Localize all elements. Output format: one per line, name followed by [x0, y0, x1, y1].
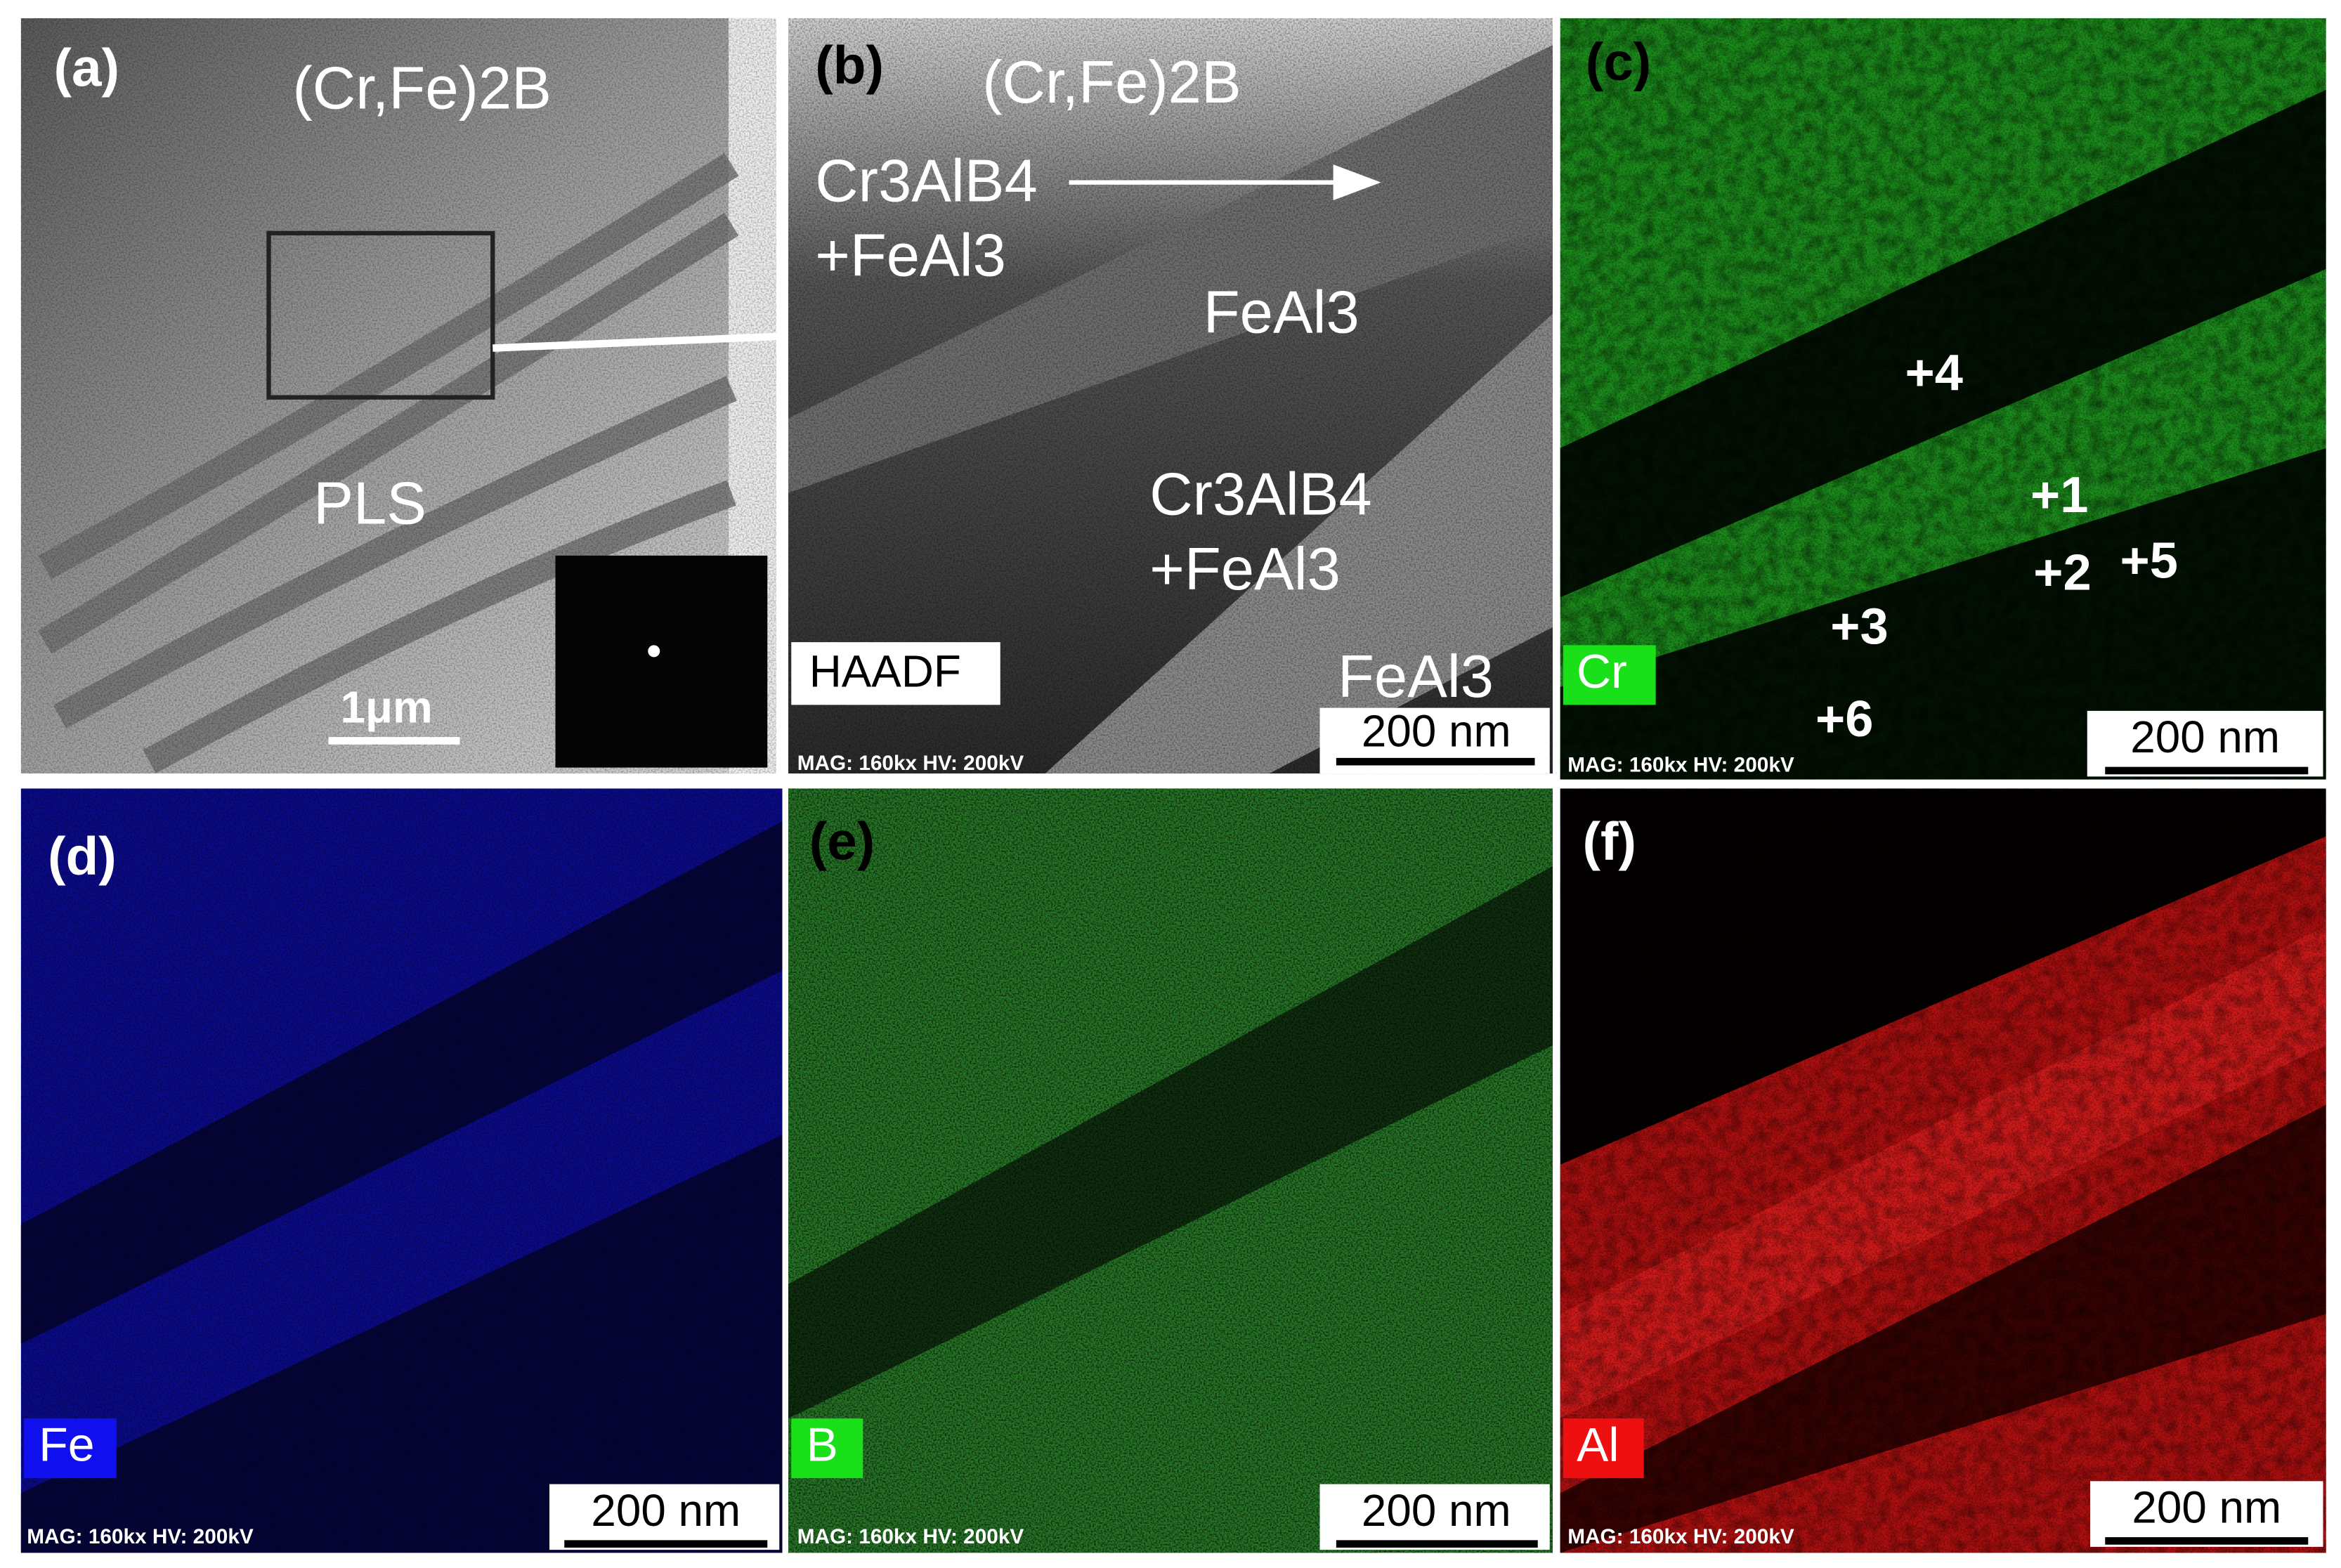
panel-label: (b)	[815, 35, 884, 95]
panel-c	[1560, 18, 2326, 780]
info: MAG: 160kx HV: 200kV	[27, 1525, 254, 1548]
panel-d	[20, 788, 783, 1553]
scale-bar-label: 1μm	[341, 682, 433, 733]
panel-label: (a)	[54, 39, 120, 98]
phase-label: FeAl3	[1204, 279, 1359, 346]
phase-label: Cr3AlB4	[815, 148, 1038, 214]
panel-a	[20, 18, 776, 774]
phase-label: (Cr,Fe)2B	[982, 49, 1241, 116]
phase-label: Cr3AlB4	[1149, 462, 1372, 528]
panel-b	[788, 18, 1553, 774]
scale-bar-label: 200 nm	[2130, 712, 2280, 762]
info: MAG: 160kx HV: 200kV	[797, 1525, 1024, 1548]
phase-label: +FeAl3	[815, 223, 1006, 289]
scale-bar-label: 200 nm	[1362, 706, 1511, 757]
point: +2	[2033, 545, 2091, 601]
info: MAG: 160kx HV: 200kV	[1567, 753, 1794, 776]
element-tag: Cr	[1577, 645, 1627, 698]
scale-bar-label: 200 nm	[591, 1485, 741, 1536]
panel-label: (d)	[48, 827, 117, 887]
panel-label: (f)	[1583, 811, 1636, 871]
element-tag: B	[807, 1418, 838, 1472]
element-tag: Fe	[39, 1418, 94, 1472]
phase-label: FeAl3	[1338, 643, 1494, 710]
phase-label: +FeAl3	[1149, 536, 1341, 603]
point: +5	[2120, 533, 2178, 589]
info: MAG: 160kx HV: 200kV	[1567, 1525, 1794, 1548]
point: +6	[1815, 691, 1873, 747]
point: +3	[1830, 599, 1888, 655]
panel-label: (e)	[809, 811, 875, 871]
phase-label: PLS	[313, 470, 426, 537]
mode-tag: HAADF	[809, 646, 961, 697]
panel-e	[788, 788, 1553, 1553]
phase-label: (Cr,Fe)2B	[293, 55, 552, 122]
info: MAG: 160kx HV: 200kV	[797, 752, 1024, 775]
scale-bar-label: 200 nm	[1362, 1485, 1511, 1536]
panel-f	[1560, 788, 2326, 1553]
scale-bar-label: 200 nm	[2132, 1482, 2281, 1533]
element-tag: Al	[1577, 1418, 1619, 1472]
point: +1	[2030, 467, 2088, 523]
panel-label: (c)	[1586, 32, 1652, 92]
point: +4	[1905, 345, 1963, 401]
